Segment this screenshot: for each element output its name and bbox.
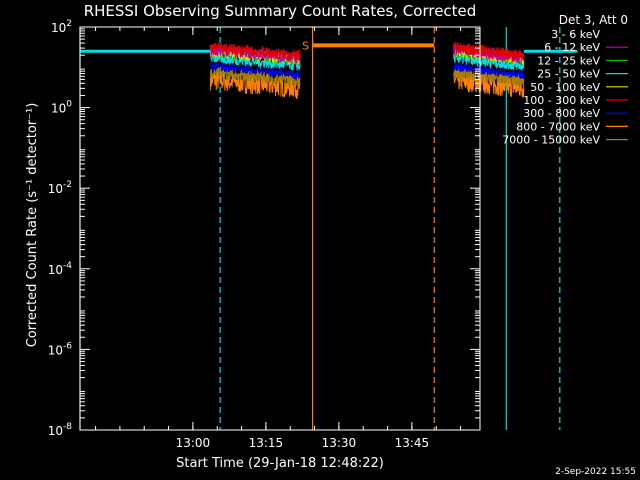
series-trace-3-seg-0 [210,51,301,71]
legend-label-8: 7000 - 15000 keV [502,134,600,147]
plot-frame [79,26,481,431]
series-trace-5-seg-0 [209,42,301,62]
y-tick-label-2: 10-2 [48,180,72,196]
y-tick-label-3: 10-4 [48,261,73,277]
series-trace-8-seg-1 [453,67,525,86]
legend-label-5: 100 - 300 keV [523,94,600,107]
legend-label-1: 6 - 12 keV [544,41,600,54]
legend-label-0: 3 - 6 keV [551,28,600,41]
footer-timestamp: 2-Sep-2022 15:55 [555,467,636,477]
legend-label-7: 800 - 7000 keV [516,120,600,133]
y-tick-label-0: 102 [51,19,72,35]
y-tick-label-1: 100 [51,100,72,116]
legend-label-2: 12 - 25 keV [537,54,600,67]
series-trace-3-seg-1 [453,52,525,72]
saa-flag-label: S [302,39,309,52]
x-axis-label: Start Time (29-Jan-18 12:48:22) [176,456,384,471]
chart-title: RHESSI Observing Summary Count Rates, Co… [84,2,477,20]
series-trace-8-seg-0 [209,67,301,86]
y-axis-title: Corrected Count Rate (s⁻¹ detector⁻¹) [25,103,40,348]
x-tick-label-0: 13:00 [176,436,211,450]
y-axis-label: Corrected Count Rate (s⁻¹ detector⁻¹) [25,103,40,348]
x-tick-label-2: 13:30 [322,436,357,450]
series-trace-6-seg-1 [453,59,525,79]
y-tick-label-4: 10-6 [48,341,73,357]
legend-label-3: 25 - 50 keV [537,68,600,81]
legend-label-4: 50 - 100 keV [530,81,600,94]
x-tick-label-1: 13:15 [249,436,284,450]
data-layer: S [79,27,578,430]
legend-header: Det 3, Att 0 [559,13,628,27]
series-trace-5-seg-1 [453,41,525,62]
axes: 13:00 13:15 13:30 13:45 102 100 10-2 10-4 10-6 10… [48,19,481,450]
legend-label-6: 300 - 800 keV [523,107,600,120]
y-tick-label-5: 10-8 [48,422,73,438]
x-tick-label-3: 13:45 [395,436,430,450]
